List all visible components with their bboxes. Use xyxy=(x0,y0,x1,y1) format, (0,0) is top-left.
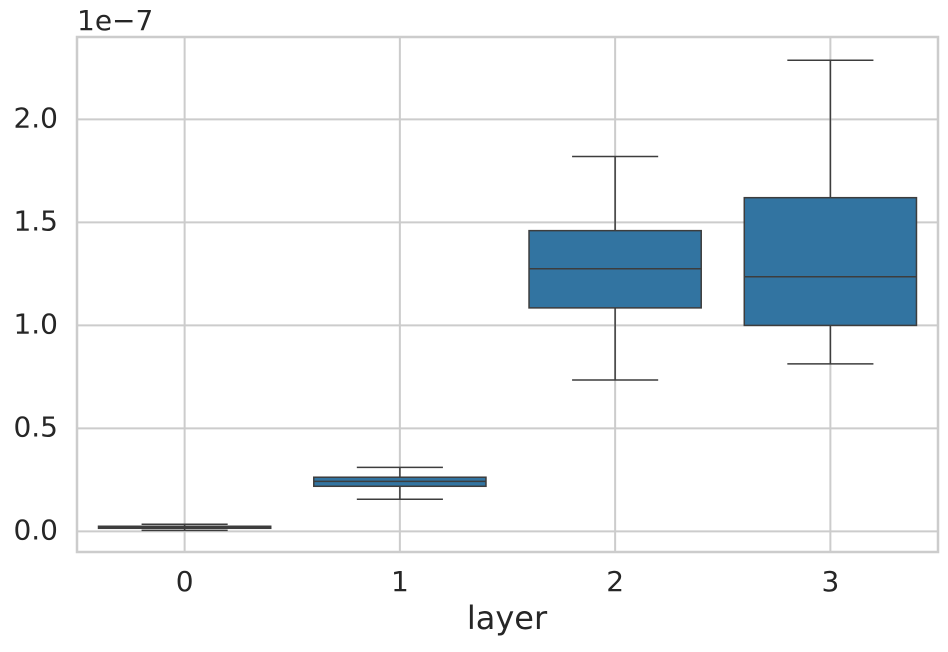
y-tick-label: 0.5 xyxy=(13,410,58,443)
axis-offset: 1e−7 xyxy=(77,4,153,37)
x-tick-label: 3 xyxy=(821,565,839,598)
box xyxy=(743,196,918,327)
x-tick-label: 0 xyxy=(176,565,194,598)
y-tick-label: 1.5 xyxy=(13,204,58,237)
y-tick-label: 0.0 xyxy=(13,513,58,546)
x-axis-label: layer xyxy=(467,599,548,637)
y-tick-label: 2.0 xyxy=(13,101,58,134)
plot-frame xyxy=(75,35,940,554)
x-tick-label: 2 xyxy=(606,565,624,598)
x-tick-label: 1 xyxy=(391,565,409,598)
y-tick-label: 1.0 xyxy=(13,307,58,340)
